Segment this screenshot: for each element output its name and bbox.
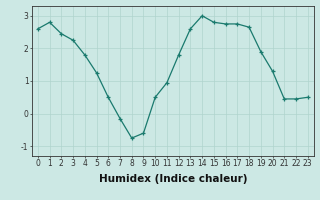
X-axis label: Humidex (Indice chaleur): Humidex (Indice chaleur) xyxy=(99,174,247,184)
